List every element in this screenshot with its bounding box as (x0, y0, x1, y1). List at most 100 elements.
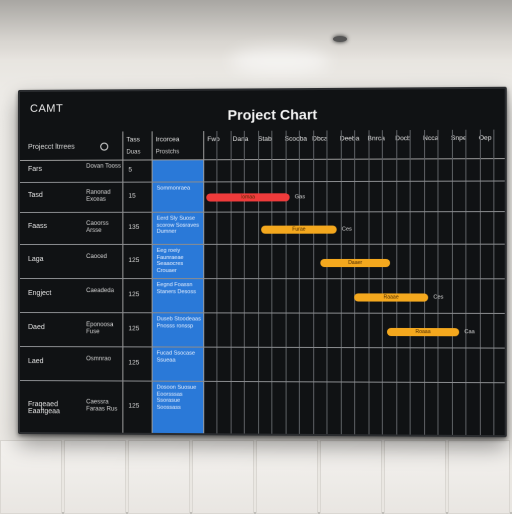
column-subheader: Duas (126, 149, 140, 155)
timeline-gridline (396, 130, 397, 434)
row-number: 5 (128, 167, 132, 174)
gantt-bar[interactable]: Iomaa (206, 193, 289, 201)
wall-panel (448, 440, 510, 514)
row-label: Faass (28, 223, 47, 230)
row-resource: Caessra Faraas Rus (86, 399, 124, 413)
timeline-gridline (354, 130, 355, 434)
column-header: Fwb (207, 136, 219, 143)
column-header: Ircorcea (156, 136, 180, 143)
gantt-bar-tail-label: Gas (295, 194, 305, 200)
circle-icon (100, 143, 108, 151)
wall-panel (0, 440, 62, 514)
row-divider (20, 432, 505, 436)
wall-panel (64, 440, 126, 514)
gantt-bar-tail-label: Caa (464, 329, 474, 335)
timeline-gridline (424, 130, 425, 435)
row-label: Laed (28, 358, 44, 365)
row-divider (20, 180, 505, 183)
row-resource: Ranonad Exceas (86, 190, 124, 204)
timeline-gridline (437, 130, 438, 435)
row-number: 125 (128, 257, 139, 264)
timeline-gridline (465, 130, 466, 435)
column-header: Stab (258, 136, 272, 143)
column-header: Ncca (423, 135, 438, 142)
timeline-gridline (452, 130, 453, 435)
timeline-gridline (326, 130, 327, 434)
column-header: Deeba (340, 135, 360, 142)
timeline-gridline (231, 131, 232, 433)
column-header: Docb (395, 135, 411, 142)
gantt-bar[interactable]: Raaae (354, 293, 428, 301)
wall-panel (256, 440, 318, 514)
timeline-gridline (286, 131, 287, 434)
row-divider (20, 278, 505, 279)
column-header: Tass (126, 136, 139, 143)
gantt-bar-tail-label: Ces (433, 295, 443, 301)
row-resource: Eponoosa Fuse (86, 322, 124, 336)
row-resource: Dovan Tooss (86, 164, 121, 171)
row-resource: Caoorss Arsse (86, 221, 124, 235)
row-number: 15 (128, 193, 135, 200)
task-description: Eeg roeiy Faunraeae Seaaocres Crouaer (157, 248, 202, 274)
wall-display-screen: CAMT Project Chart Projecct ltrrees Tass… (18, 87, 507, 438)
gantt-bar[interactable]: Daaer (320, 259, 390, 267)
task-description: Duseb Stoodeaas Pnosss ronssp (157, 316, 202, 329)
wall-panel (128, 440, 190, 514)
timeline-gridline (258, 131, 259, 434)
column-header: Snpe (451, 135, 467, 142)
timeline-gridline (313, 131, 314, 434)
wall-panel (384, 440, 446, 514)
grid-column-divider (203, 131, 204, 433)
row-divider (20, 346, 505, 349)
row-divider (20, 211, 505, 213)
gantt-bar-label: Iomaa (206, 194, 289, 200)
ceiling-light-glow (230, 48, 330, 74)
gantt-bar-label: Roaaa (387, 329, 459, 335)
gantt-bar-label: Raaae (354, 294, 428, 300)
task-description: Fucad Ssocase Ssueaa (157, 350, 202, 363)
gantt-bar-label: Furae (261, 227, 337, 233)
gantt-bar[interactable]: Furae (261, 226, 337, 234)
wall-panel (320, 440, 382, 514)
row-number: 125 (128, 403, 139, 410)
row-number: 135 (128, 224, 139, 231)
row-divider (20, 380, 505, 383)
row-number: 125 (128, 291, 139, 298)
wall-panel (192, 440, 254, 514)
gantt-bar-tail-label: Ces (342, 227, 352, 233)
row-resource: Osmnrao (86, 356, 111, 363)
gantt-bar-label: Daaer (320, 260, 390, 266)
header-row: Projecct ltrrees Tass Duas Ircorcea Prostch… (20, 130, 505, 161)
row-divider (20, 312, 505, 314)
timeline-gridline (493, 130, 494, 436)
column-header: Dana (233, 136, 249, 143)
timeline-gridline (299, 131, 300, 434)
row-resource: Caoced (86, 254, 107, 261)
side-header-label: Projecct ltrrees (28, 144, 75, 151)
column-header: Scooba (285, 136, 308, 143)
row-number: 125 (128, 325, 139, 332)
row-label: Engject (28, 290, 51, 297)
timeline-gridline (244, 131, 245, 434)
row-label: Tasd (28, 192, 43, 199)
corner-label: CAMT (30, 103, 63, 115)
gantt-bar[interactable]: Roaaa (387, 328, 459, 336)
grid-column-divider (152, 131, 153, 433)
row-number: 125 (128, 359, 139, 366)
chart-title: Project Chart (221, 106, 323, 123)
grid-column-divider (122, 131, 123, 432)
row-label: Laga (28, 256, 44, 263)
task-description: Eegnd Foassn Staners Desoss (157, 282, 202, 295)
row-resource: Caeadeda (86, 288, 114, 295)
timeline-gridline (382, 130, 383, 434)
timeline-gridline (341, 130, 342, 434)
task-description: Sommonraea (157, 185, 190, 192)
row-label: Daed (28, 324, 45, 331)
timeline-gridline (410, 130, 411, 435)
ceiling-spotlight (333, 36, 347, 42)
row-divider (20, 244, 505, 245)
column-header: Dbca (312, 135, 328, 142)
gantt-grid: Projecct ltrrees Tass Duas Ircorcea Prostch… (20, 130, 505, 436)
timeline-gridline (216, 131, 217, 433)
timeline-gridline (480, 130, 481, 435)
